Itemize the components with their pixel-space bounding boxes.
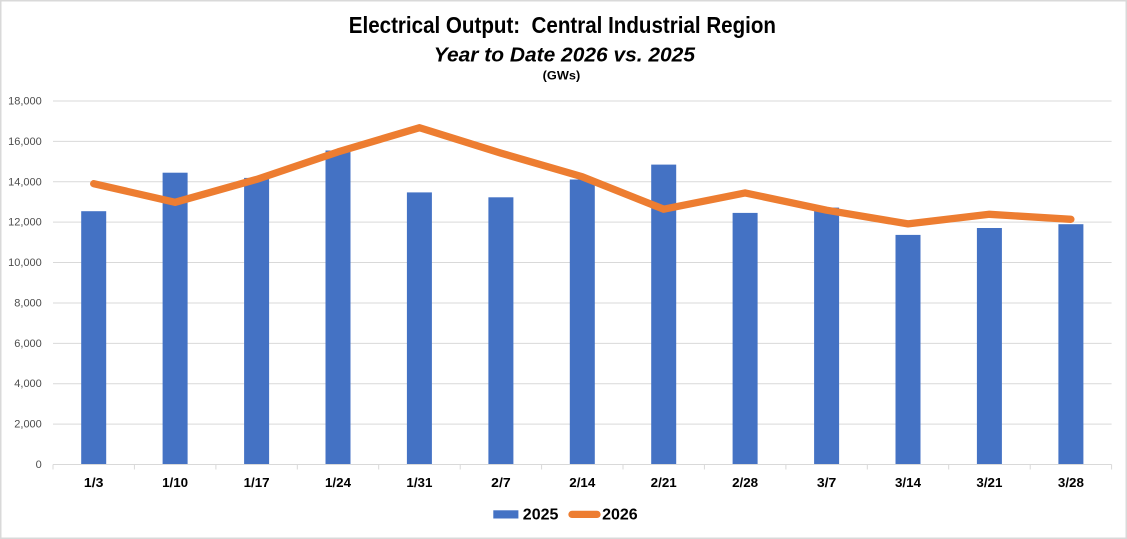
svg-text:2025: 2025 <box>523 507 559 524</box>
svg-text:12,000: 12,000 <box>8 217 42 229</box>
svg-text:3/7: 3/7 <box>817 475 837 490</box>
svg-text:3/28: 3/28 <box>1058 475 1084 490</box>
svg-text:2/7: 2/7 <box>491 475 511 490</box>
svg-text:3/14: 3/14 <box>895 475 922 490</box>
svg-text:1/24: 1/24 <box>325 475 352 490</box>
svg-text:8,000: 8,000 <box>14 297 42 309</box>
svg-text:1/3: 1/3 <box>84 475 104 490</box>
svg-text:0: 0 <box>36 459 42 471</box>
svg-text:Year to Date 2026 vs. 2025: Year to Date 2026 vs. 2025 <box>434 45 696 67</box>
svg-text:(GWs): (GWs) <box>543 69 581 83</box>
svg-text:2/14: 2/14 <box>569 475 596 490</box>
svg-text:10,000: 10,000 <box>8 257 42 269</box>
svg-text:2026: 2026 <box>602 507 638 524</box>
svg-text:18,000: 18,000 <box>8 96 42 108</box>
svg-text:1/31: 1/31 <box>406 475 432 490</box>
svg-text:3/21: 3/21 <box>976 475 1002 490</box>
svg-text:14,000: 14,000 <box>8 176 42 188</box>
svg-text:2/21: 2/21 <box>651 475 677 490</box>
svg-text:4,000: 4,000 <box>14 378 42 390</box>
svg-text:16,000: 16,000 <box>8 136 42 148</box>
svg-text:1/17: 1/17 <box>244 475 270 490</box>
svg-text:Electrical Output: Central In: Electrical Output: Central Industrial Re… <box>349 12 776 38</box>
svg-text:2,000: 2,000 <box>14 419 42 431</box>
svg-text:6,000: 6,000 <box>14 338 42 350</box>
svg-text:1/10: 1/10 <box>162 475 188 490</box>
svg-text:2/28: 2/28 <box>732 475 758 490</box>
